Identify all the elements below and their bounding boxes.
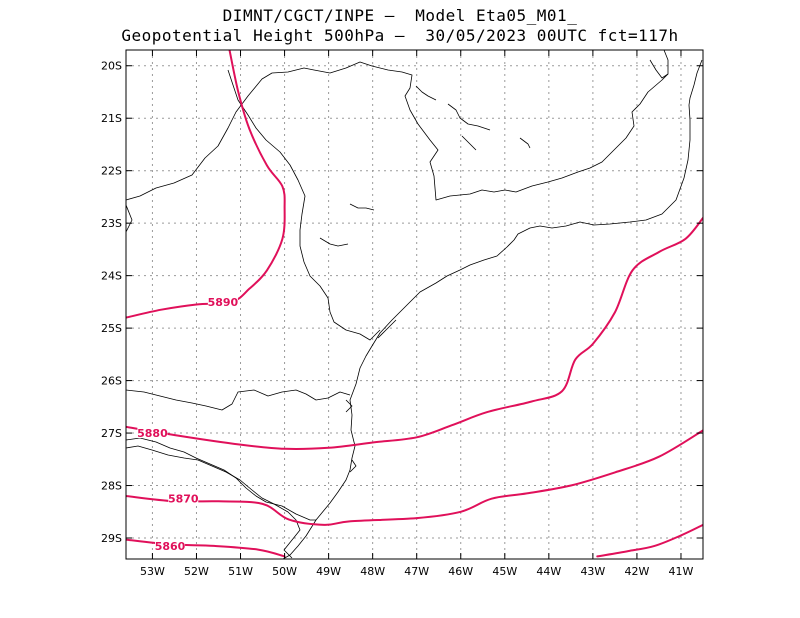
contour-line-5880 [126,216,703,450]
coastline [282,59,703,559]
lon-tick-label: 46W [448,565,473,578]
lon-tick-label: 41W [669,565,694,578]
contour-label-bg [155,538,186,551]
coastline-and-borders [126,50,703,559]
lon-tick-label: 42W [624,565,649,578]
lat-tick-label: 20S [101,60,122,73]
state-border [227,69,381,341]
country-border [126,204,133,233]
lon-tick-label: 43W [580,565,605,578]
coastal-lagoon [345,319,397,473]
lon-tick-label: 51W [228,565,253,578]
contour-label-5870: 5870 [168,493,199,506]
state-border [126,389,351,411]
map-title-line-2: Geopotential Height 500hPa – 30/05/2023 … [121,26,679,45]
contour-line-5870 [126,429,703,526]
contour-label-bg [137,426,168,439]
lat-tick-label: 28S [101,480,122,493]
contour-label-bg [168,491,199,504]
reservoir [319,85,531,247]
lon-tick-label: 45W [492,565,517,578]
lon-tick-label: 50W [272,565,297,578]
axis-ticks: 20S 21S 22S 23S 24S 25S 26S 27S 28S 29S 53W 52W 51W 5… [101,50,703,578]
state-border [649,50,669,79]
lon-tick-label: 44W [536,565,561,578]
lon-tick-label: 47W [404,565,429,578]
lat-tick-label: 27S [101,427,122,440]
lat-tick-label: 26S [101,375,122,388]
lat-tick-label: 25S [101,322,122,335]
contour-label-bg [207,294,238,307]
contour-line-5860 [596,523,703,558]
graticule [126,50,703,559]
lon-tick-label: 48W [360,565,385,578]
contour-line-5890 [126,50,286,319]
contour-label-5860: 5860 [155,540,186,553]
country-border [126,445,301,559]
lat-tick-label: 21S [101,112,122,125]
lat-tick-label: 22S [101,165,122,178]
contour-labels: 5890 5880 5870 5860 [137,294,239,553]
lat-tick-label: 24S [101,270,122,283]
lon-tick-label: 53W [140,565,165,578]
contour-label-5880: 5880 [137,427,168,440]
lat-tick-label: 23S [101,217,122,230]
lon-tick-label: 49W [316,565,341,578]
map-title-line-1: DIMNT/CGCT/INPE – Model Eta05_M01_ [222,6,578,25]
lat-tick-label: 29S [101,532,122,545]
map-frame [125,49,704,560]
geopotential-contours [126,50,703,558]
lon-tick-label: 52W [184,565,209,578]
contour-label-5890: 5890 [208,296,239,309]
state-border [126,61,669,201]
